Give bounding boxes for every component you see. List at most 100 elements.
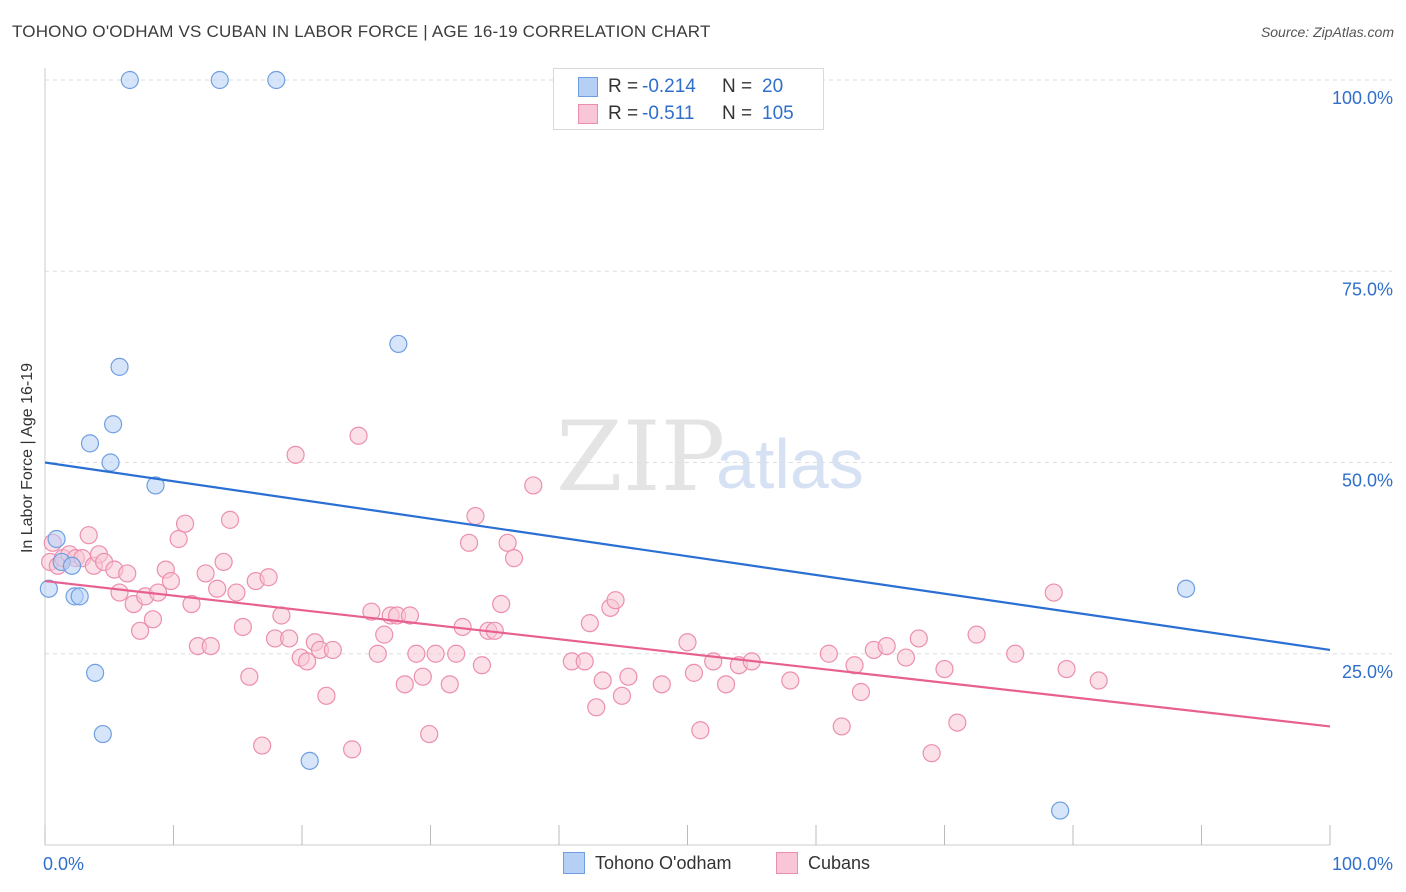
point-cubans-85 (716, 675, 736, 694)
point-tohono-12 (120, 70, 139, 90)
legend-row-tohono: R = -0.214 N = 20 (578, 75, 783, 99)
point-tohono-7 (86, 663, 105, 682)
trend-line-cubans (44, 579, 1331, 728)
point-cubans-55 (407, 644, 426, 663)
point-cubans-53 (395, 675, 414, 694)
point-cubans-103 (1057, 659, 1076, 679)
legend-n-value: 20 (762, 76, 784, 97)
point-cubans-73 (580, 614, 599, 633)
y-axis-title: In Labor Force | Age 16-19 (19, 362, 36, 554)
legend-swatch-cubans (776, 852, 798, 874)
point-tohono-5 (70, 587, 89, 606)
chart-title: TOHONO O'ODHAM VS CUBAN IN LABOR FORCE |… (12, 22, 711, 41)
point-cubans-80 (652, 675, 671, 694)
point-tohono-10 (104, 415, 123, 434)
point-cubans-70 (524, 476, 543, 495)
point-cubans-56 (413, 667, 432, 686)
point-cubans-78 (612, 686, 632, 705)
trend-lines (44, 461, 1331, 728)
legend-row-cubans: R = -0.511 N = 105 (578, 102, 794, 126)
point-tohono-15 (267, 70, 286, 90)
point-cubans-58 (426, 644, 445, 663)
point-cubans-104 (1089, 671, 1108, 690)
point-cubans-41 (298, 652, 317, 671)
point-cubans-47 (349, 426, 368, 445)
y-tick-label-1: 50.0% (1342, 471, 1393, 491)
source-label: Source: ZipAtlas.com (1260, 24, 1394, 40)
legend-swatch-tohono (563, 852, 585, 874)
axis-ticks (44, 825, 1331, 845)
point-cubans-89 (819, 644, 838, 663)
point-cubans-98 (935, 659, 954, 679)
trend-line-tohono (44, 461, 1331, 652)
point-cubans-75 (593, 671, 612, 690)
legend-n-label: N = (722, 103, 753, 124)
point-tohono-14 (210, 70, 229, 90)
point-cubans-74 (587, 698, 606, 717)
point-tohono-8 (93, 724, 112, 744)
point-cubans-27 (208, 579, 227, 598)
watermark-zip: ZIP (556, 401, 725, 513)
point-cubans-92 (851, 682, 871, 702)
point-cubans-63 (466, 506, 485, 526)
point-cubans-44 (317, 686, 336, 705)
point-cubans-35 (259, 568, 278, 587)
point-cubans-38 (280, 629, 299, 648)
point-cubans-49 (368, 644, 387, 663)
point-cubans-95 (896, 648, 916, 667)
axis-labels: 25.0% 50.0% 75.0% 100.0% 0.0% 100.0% (43, 88, 1393, 874)
point-tohono-13 (146, 476, 165, 495)
point-cubans-100 (967, 625, 986, 644)
point-cubans-82 (684, 663, 704, 682)
legend-n-label: N = (722, 76, 753, 97)
x-tick-label-0: 0.0% (43, 854, 84, 874)
legend-swatch-cubans (578, 104, 598, 124)
watermark-atlas: atlas (716, 425, 864, 503)
y-tick-label-0: 25.0% (1342, 662, 1393, 682)
legend-label-cubans: Cubans (808, 852, 871, 873)
point-cubans-50 (375, 625, 394, 644)
legend-r-value: -0.511 (642, 103, 695, 124)
point-cubans-81 (678, 633, 697, 652)
point-cubans-77 (606, 591, 625, 610)
point-tohono-17 (389, 334, 408, 354)
point-cubans-96 (909, 629, 928, 648)
point-tohono-3 (62, 556, 82, 575)
legend-r-label: R = (608, 103, 639, 124)
point-cubans-57 (420, 724, 439, 744)
point-cubans-101 (1006, 644, 1025, 663)
legend-item-cubans[interactable]: Cubans (776, 852, 870, 874)
point-cubans-68 (498, 533, 517, 552)
legend-label-tohono: Tohono O'odham (595, 852, 732, 873)
point-cubans-13 (118, 564, 137, 583)
point-cubans-67 (492, 594, 511, 614)
point-cubans-7 (79, 526, 98, 545)
point-tohono-19 (1176, 579, 1196, 598)
point-cubans-46 (343, 740, 362, 759)
point-cubans-64 (472, 656, 491, 675)
legend-r-label: R = (608, 76, 639, 97)
point-cubans-94 (877, 636, 896, 656)
gridlines (45, 79, 1392, 655)
point-tohono-0 (39, 579, 58, 598)
legend-stats: R = -0.214 N = 20 R = -0.511 N = 105 (553, 68, 824, 130)
point-cubans-15 (130, 621, 150, 640)
point-cubans-30 (227, 583, 246, 602)
point-tohono-11 (110, 357, 129, 376)
point-cubans-22 (175, 514, 195, 533)
legend-series: Tohono O'odham Cubans (0, 852, 1406, 878)
point-tohono-16 (300, 751, 319, 770)
y-tick-label-2: 75.0% (1342, 279, 1393, 299)
point-cubans-88 (781, 671, 800, 690)
legend-n-value: 105 (762, 103, 794, 124)
point-cubans-79 (619, 667, 638, 686)
point-cubans-90 (832, 717, 851, 736)
legend-item-tohono[interactable]: Tohono O'odham (563, 852, 732, 874)
point-cubans-48 (362, 602, 381, 621)
point-cubans-83 (691, 721, 710, 740)
point-cubans-29 (220, 510, 240, 529)
point-cubans-54 (400, 606, 420, 625)
legend-r-value: -0.214 (642, 76, 696, 97)
data-points (39, 70, 1196, 820)
legend-swatch-tohono (578, 77, 598, 97)
